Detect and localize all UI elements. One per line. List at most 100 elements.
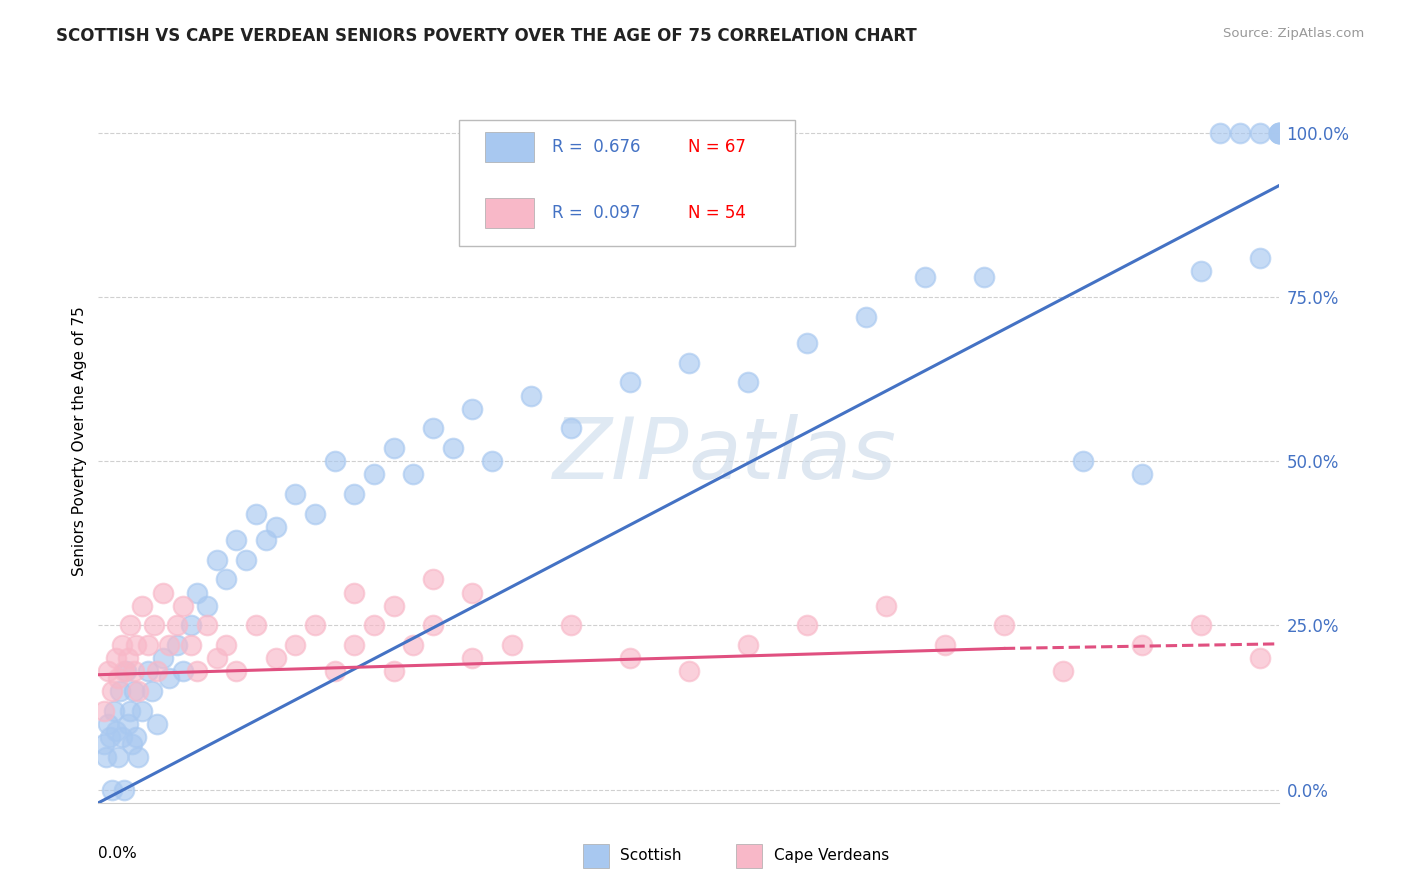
Point [284, 638, 307, 652]
Text: Source: ZipAtlas.com: Source: ZipAtlas.com [1223, 27, 1364, 40]
Point [560, 618, 582, 632]
Point [215, 573, 238, 587]
Point [127, 749, 149, 764]
Text: SCOTTISH VS CAPE VERDEAN SENIORS POVERTY OVER THE AGE OF 75 CORRELATION CHART: SCOTTISH VS CAPE VERDEAN SENIORS POVERTY… [56, 27, 917, 45]
Point [560, 421, 582, 435]
Point [796, 336, 818, 351]
Point [304, 507, 326, 521]
Point [172, 665, 194, 679]
Y-axis label: Seniors Poverty Over the Age of 75: Seniors Poverty Over the Age of 75 [72, 307, 87, 576]
Point [136, 665, 159, 679]
Point [105, 651, 128, 665]
Point [96, 749, 118, 764]
Point [107, 749, 129, 764]
Point [1189, 618, 1212, 632]
Text: N = 54: N = 54 [688, 204, 745, 222]
Text: ZIP: ZIP [553, 415, 689, 498]
Point [343, 487, 366, 501]
Point [363, 467, 385, 482]
Point [152, 585, 174, 599]
Point [461, 651, 484, 665]
Point [1268, 126, 1291, 140]
Point [127, 684, 149, 698]
Point [111, 730, 134, 744]
Point [678, 356, 700, 370]
Point [441, 441, 464, 455]
Point [141, 684, 163, 698]
Point [131, 704, 153, 718]
Point [180, 618, 202, 632]
Point [934, 638, 956, 652]
Point [1249, 126, 1271, 140]
Point [125, 730, 148, 744]
Point [382, 665, 405, 679]
Point [993, 618, 1015, 632]
Point [264, 520, 287, 534]
Point [186, 585, 208, 599]
Point [422, 573, 444, 587]
Point [105, 723, 128, 738]
Point [97, 665, 120, 679]
Bar [582, 844, 609, 868]
Point [98, 730, 121, 744]
Point [180, 638, 202, 652]
Text: atlas: atlas [689, 415, 897, 498]
Point [1249, 651, 1271, 665]
Point [121, 737, 143, 751]
Point [166, 638, 188, 652]
Point [284, 487, 307, 501]
Point [142, 618, 165, 632]
Point [146, 717, 169, 731]
Point [264, 651, 287, 665]
Point [422, 421, 444, 435]
Point [117, 651, 139, 665]
Point [101, 782, 124, 797]
Point [304, 618, 326, 632]
Point [520, 388, 543, 402]
Point [112, 665, 135, 679]
Point [118, 704, 141, 718]
Point [117, 717, 139, 731]
Text: R =  0.676: R = 0.676 [553, 137, 641, 156]
Point [343, 638, 366, 652]
Point [125, 638, 148, 652]
Point [1130, 638, 1153, 652]
Point [914, 270, 936, 285]
Point [343, 585, 366, 599]
Point [1268, 126, 1291, 140]
Point [195, 599, 218, 613]
Point [118, 618, 141, 632]
Point [619, 651, 641, 665]
Point [855, 310, 877, 324]
Point [402, 638, 425, 652]
Point [1130, 467, 1153, 482]
Point [1249, 251, 1271, 265]
Point [1052, 665, 1074, 679]
Point [146, 665, 169, 679]
Text: Scottish: Scottish [620, 848, 682, 863]
Point [481, 454, 503, 468]
Text: 0.0%: 0.0% [98, 847, 138, 861]
Point [461, 401, 484, 416]
Point [796, 618, 818, 632]
Bar [485, 132, 534, 162]
Point [136, 638, 159, 652]
Point [323, 454, 346, 468]
Point [1189, 264, 1212, 278]
Point [235, 553, 257, 567]
Point [166, 618, 188, 632]
Point [205, 553, 228, 567]
Point [619, 376, 641, 390]
Point [122, 665, 145, 679]
Point [131, 599, 153, 613]
Point [1229, 126, 1251, 140]
Point [115, 665, 138, 679]
Point [108, 684, 131, 698]
Point [363, 618, 385, 632]
Point [254, 533, 277, 547]
Point [101, 684, 124, 698]
Point [1209, 126, 1232, 140]
Point [422, 618, 444, 632]
Point [323, 665, 346, 679]
Point [186, 665, 208, 679]
